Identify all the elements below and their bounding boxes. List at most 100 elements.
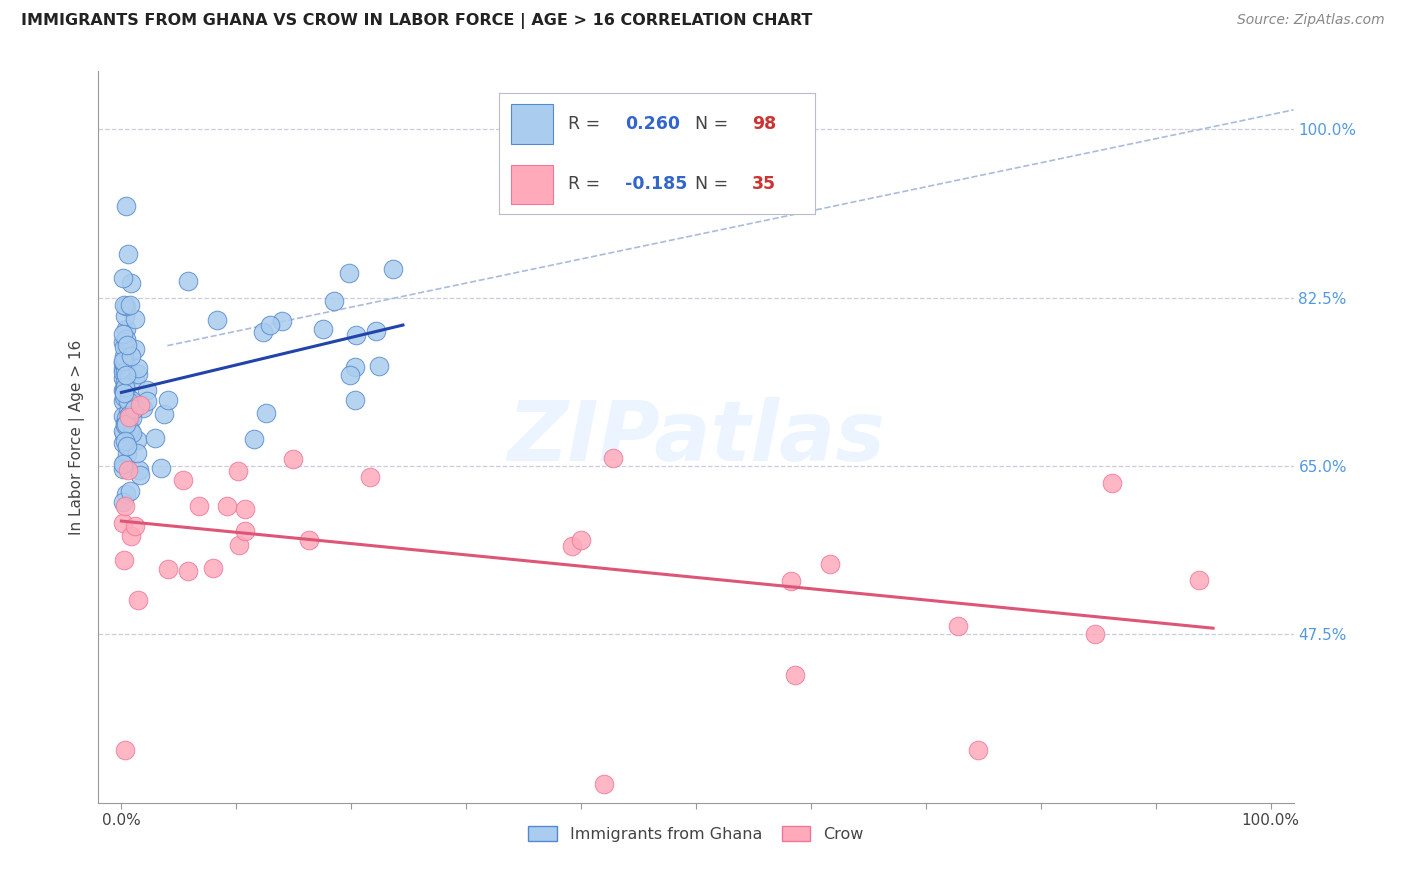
Point	[339, 368, 361, 382]
Point	[120, 529, 142, 543]
Point	[115, 447, 138, 461]
Point	[602, 450, 624, 465]
Point	[128, 463, 150, 477]
Point	[127, 367, 149, 381]
Point	[118, 370, 141, 384]
Point	[112, 298, 135, 312]
Point	[359, 469, 381, 483]
Point	[111, 424, 134, 438]
Point	[337, 266, 360, 280]
Point	[1101, 475, 1123, 490]
Point	[156, 392, 179, 407]
Point	[115, 199, 138, 213]
Point	[150, 461, 173, 475]
Point	[117, 393, 139, 408]
Point	[120, 349, 142, 363]
Point	[281, 452, 304, 467]
Point	[114, 743, 136, 757]
Point	[120, 483, 142, 498]
Legend: Immigrants from Ghana, Crow: Immigrants from Ghana, Crow	[520, 818, 872, 850]
Point	[114, 300, 136, 314]
Point	[114, 340, 136, 354]
Point	[112, 271, 135, 285]
Point	[187, 499, 209, 513]
Point	[114, 360, 136, 375]
Point	[115, 368, 138, 383]
Point	[114, 418, 136, 433]
Point	[118, 413, 141, 427]
Point	[243, 432, 266, 446]
Point	[783, 668, 806, 682]
Point	[114, 381, 136, 395]
Point	[207, 312, 229, 326]
Point	[132, 401, 155, 415]
Point	[124, 519, 146, 533]
Point	[323, 294, 346, 309]
Point	[157, 562, 180, 576]
Point	[367, 359, 389, 374]
Point	[153, 407, 176, 421]
Point	[569, 533, 592, 547]
Point	[259, 318, 281, 333]
Point	[235, 524, 257, 539]
Point	[271, 313, 294, 327]
Point	[343, 393, 366, 408]
Point	[252, 325, 274, 339]
Point	[298, 533, 321, 547]
Point	[120, 392, 142, 407]
Point	[120, 276, 142, 290]
Point	[117, 247, 139, 261]
Point	[114, 487, 136, 501]
Point	[111, 383, 134, 397]
Point	[115, 369, 138, 384]
Point	[112, 354, 135, 368]
Point	[112, 327, 135, 342]
Point	[115, 338, 138, 352]
Point	[127, 446, 149, 460]
Point	[254, 406, 277, 420]
Point	[946, 618, 969, 632]
Point	[779, 574, 801, 588]
Point	[124, 373, 146, 387]
Point	[1188, 573, 1211, 587]
Point	[143, 432, 166, 446]
Point	[344, 327, 367, 342]
Point	[115, 332, 138, 346]
Point	[121, 411, 143, 425]
Point	[201, 560, 224, 574]
Point	[111, 335, 134, 350]
Point	[114, 365, 136, 379]
Point	[124, 312, 146, 326]
Point	[127, 360, 149, 375]
Point	[117, 405, 139, 419]
Point	[122, 402, 145, 417]
Point	[111, 494, 134, 508]
Point	[215, 500, 238, 514]
Point	[117, 390, 139, 404]
Point	[312, 322, 335, 336]
Point	[112, 350, 135, 364]
Point	[1084, 627, 1107, 641]
Point	[818, 558, 841, 572]
Point	[176, 564, 198, 578]
Point	[111, 409, 134, 424]
Point	[561, 539, 583, 553]
Point	[124, 342, 146, 356]
Point	[129, 468, 152, 483]
Point	[226, 464, 249, 478]
Point	[228, 538, 250, 552]
Point	[111, 394, 134, 409]
Point	[114, 386, 136, 401]
Point	[114, 310, 136, 324]
Point	[115, 321, 138, 335]
Point	[967, 742, 990, 756]
Y-axis label: In Labor Force | Age > 16: In Labor Force | Age > 16	[69, 340, 86, 534]
Point	[112, 435, 135, 450]
Point	[118, 409, 141, 423]
Point	[118, 424, 141, 438]
Point	[114, 499, 136, 513]
Point	[172, 473, 194, 487]
Point	[114, 379, 136, 393]
Point	[111, 457, 134, 471]
Point	[115, 439, 138, 453]
